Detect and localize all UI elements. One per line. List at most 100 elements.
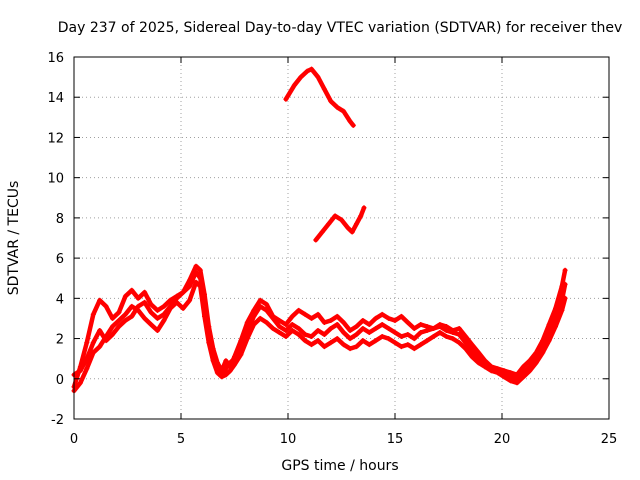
data-point: [328, 318, 334, 323]
data-point: [418, 330, 424, 335]
data-point: [386, 315, 392, 321]
data-point: [148, 322, 154, 327]
data-point: [347, 118, 353, 124]
data-point: [469, 354, 475, 360]
data-point: [321, 320, 327, 325]
data-point: [283, 96, 289, 102]
y-tick-label: 16: [47, 51, 64, 66]
data-point: [219, 372, 225, 378]
data-point: [366, 342, 372, 348]
data-point: [122, 318, 128, 323]
y-tick-label: 4: [56, 292, 64, 307]
chart-title: Day 237 of 2025, Sidereal Day-to-day VTE…: [58, 20, 622, 36]
data-point: [167, 297, 173, 303]
data-point: [197, 275, 203, 281]
data-point: [296, 332, 302, 337]
data-point: [366, 322, 372, 327]
y-tick-label: 2: [56, 333, 64, 348]
data-point: [328, 326, 334, 331]
data-point: [276, 324, 282, 329]
series-trace-c: [71, 269, 568, 382]
data-point: [373, 326, 379, 331]
data-point: [360, 326, 366, 331]
x-tick-label: 15: [387, 432, 404, 447]
data-point: [418, 342, 424, 348]
data-point: [289, 322, 295, 327]
data-point: [469, 342, 475, 348]
data-point: [411, 326, 417, 331]
data-point: [309, 334, 314, 339]
data-point: [339, 217, 344, 223]
data-point: [366, 330, 372, 335]
data-point: [315, 311, 321, 317]
data-point: [392, 330, 398, 335]
data-point: [180, 305, 186, 311]
data-point: [148, 309, 154, 315]
data-point: [347, 328, 353, 333]
plot-frame: [73, 56, 610, 420]
data-point: [520, 370, 526, 376]
series-upper-trace: [283, 66, 356, 128]
data-point: [347, 346, 353, 352]
data-point: [270, 315, 276, 321]
data-point: [232, 356, 237, 362]
axis-ticks: 0 5 10 15 20 25 -2 0 2 4 6 8 10 12 14 16: [47, 51, 617, 447]
data-point: [379, 311, 385, 317]
data-point: [302, 338, 308, 344]
data-point: [202, 301, 207, 307]
data-point: [469, 348, 475, 354]
data-point: [354, 221, 359, 227]
data-point: [405, 332, 411, 337]
data-point: [559, 297, 565, 303]
data-point: [302, 332, 308, 337]
data-point: [264, 320, 270, 325]
data-point: [456, 326, 462, 331]
data-point: [437, 324, 443, 329]
data-point: [392, 340, 398, 346]
data-point: [398, 313, 404, 319]
data-point: [135, 303, 141, 309]
data-point: [283, 322, 289, 327]
data-point: [161, 303, 167, 309]
data-point: [304, 68, 310, 74]
data-point: [533, 356, 539, 362]
y-tick-label: 10: [47, 172, 64, 187]
data-point: [424, 338, 430, 344]
data-point: [373, 315, 379, 321]
data-point: [296, 307, 302, 313]
y-tick-label: 12: [47, 131, 64, 146]
data-point: [116, 309, 122, 315]
data-point: [341, 320, 347, 325]
data-point: [386, 326, 392, 331]
data-point: [257, 303, 263, 309]
data-point: [358, 213, 364, 219]
data-point: [270, 326, 276, 331]
data-point: [238, 352, 244, 358]
data-point: [161, 318, 167, 323]
data-point: [289, 313, 295, 319]
data-point: [321, 344, 327, 350]
data-point: [155, 328, 160, 333]
data-point: [122, 293, 128, 299]
data-point: [257, 315, 263, 321]
data-point: [321, 86, 327, 92]
data-point: [405, 342, 411, 348]
data-point: [77, 380, 83, 386]
data-point: [508, 374, 514, 380]
data-point: [309, 66, 314, 72]
data-point: [264, 307, 270, 313]
data-point: [155, 307, 160, 313]
data-point: [321, 332, 327, 337]
data-point: [129, 287, 135, 293]
data-point: [116, 318, 122, 323]
data-point: [197, 267, 203, 273]
data-point: [562, 281, 568, 287]
data-point: [142, 299, 148, 305]
data-point: [283, 328, 289, 333]
data-point: [456, 340, 462, 346]
data-point: [463, 346, 469, 352]
y-tick-label: 6: [56, 252, 64, 267]
y-tick-label: 14: [47, 91, 64, 106]
data-point: [97, 328, 103, 333]
data-point: [405, 320, 411, 325]
